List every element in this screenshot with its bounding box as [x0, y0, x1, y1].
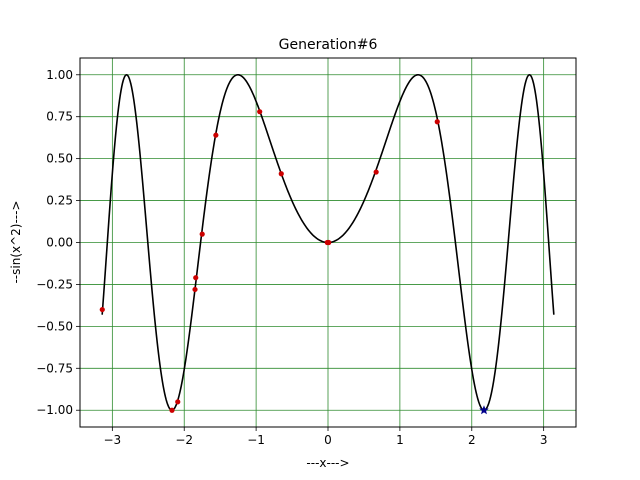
population-point [175, 399, 181, 405]
x-tick-label: 1 [396, 433, 404, 447]
y-tick-label: −0.50 [36, 319, 73, 333]
x-tick-label: 2 [468, 433, 476, 447]
y-tick-label: 0.75 [46, 110, 73, 124]
population-point [434, 119, 440, 125]
x-tick-label: −2 [175, 433, 193, 447]
x-tick-label: 0 [324, 433, 332, 447]
y-tick-label: 0.00 [46, 236, 73, 250]
x-tick-label: −1 [247, 433, 265, 447]
population-point [192, 286, 198, 293]
chart-title: Generation#6 [279, 37, 378, 53]
y-tick-label: 0.25 [46, 194, 73, 208]
population-point [193, 275, 199, 281]
population-point [257, 109, 263, 115]
x-tick-label: 3 [540, 433, 548, 447]
y-tick-label: 1.00 [46, 68, 73, 82]
x-ticks: −3 −2 −1 0 1 2 3 [103, 427, 547, 447]
y-tick-label: 0.50 [46, 152, 73, 166]
y-tick-label: −1.00 [36, 403, 73, 417]
x-axis-label: ---x---> [306, 456, 349, 470]
population-point [169, 407, 175, 413]
y-tick-label: −0.75 [36, 361, 73, 375]
population-point [99, 306, 105, 313]
population-point [199, 231, 205, 237]
grid-layer [80, 58, 576, 427]
population-point [326, 239, 332, 246]
y-axis-label: --sin(x^2)---> [9, 200, 23, 283]
population-point [278, 171, 284, 177]
points-layer [99, 109, 489, 415]
y-tick-label: −0.25 [36, 277, 73, 291]
best-point-star [479, 405, 489, 415]
population-point [213, 132, 219, 138]
population-point [373, 169, 379, 175]
y-ticks: −1.00 −0.75 −0.50 −0.25 0.00 0.25 0.50 0.75 1.00 [36, 68, 80, 417]
x-tick-label: −3 [103, 433, 121, 447]
